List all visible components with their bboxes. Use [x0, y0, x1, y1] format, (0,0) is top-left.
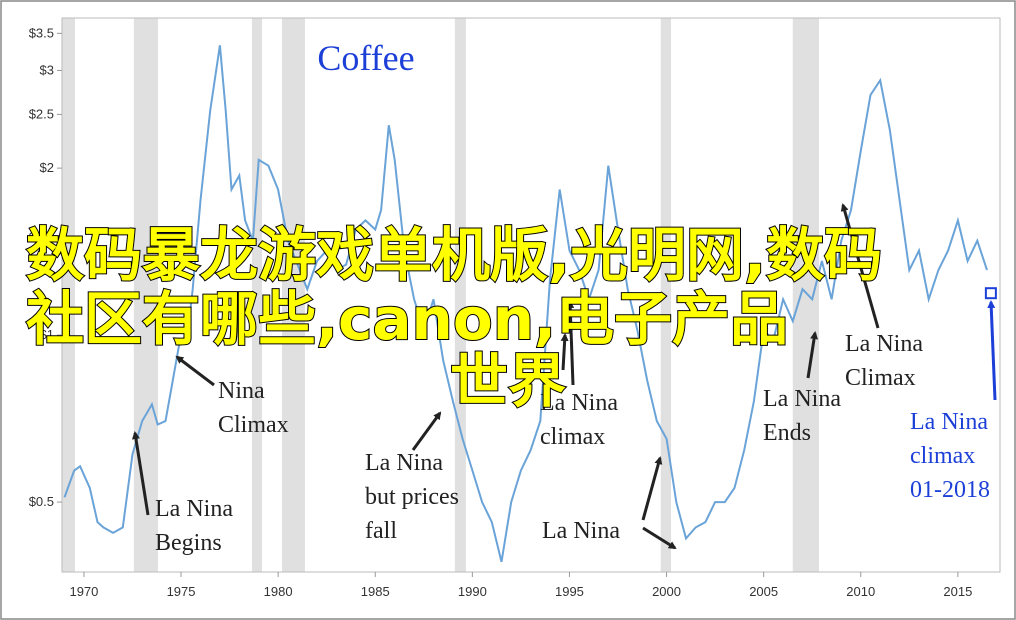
annotation-text: La Nina	[542, 518, 620, 544]
annotation-text: Climax	[845, 365, 916, 391]
chart-title: Coffee	[317, 38, 414, 78]
price-line	[63, 45, 988, 563]
x-tick-label: 1985	[361, 584, 390, 599]
shaded-band	[133, 18, 158, 572]
annotation-arrow	[175, 355, 215, 387]
x-tick-label: 1970	[69, 584, 98, 599]
annotation-text: La Nina	[365, 450, 443, 476]
overlay-text: 社区有哪些,canon,电子产品	[25, 285, 789, 353]
x-tick-label: 1980	[264, 584, 293, 599]
overlay-text: 数码暴龙游戏单机版,光明网,数码	[25, 221, 883, 289]
y-tick-label: $0.5	[29, 494, 54, 509]
x-tick-label: 2015	[943, 584, 972, 599]
shaded-band	[251, 18, 263, 572]
annotation-text: La Nina	[540, 390, 618, 416]
y-tick-label: $2	[40, 160, 54, 175]
annotation-text: La Nina	[155, 496, 233, 522]
latest-marker	[984, 287, 997, 300]
annotation-text: Nina	[218, 378, 265, 404]
overlay-text: 世界	[449, 347, 567, 415]
annotation-text: fall	[365, 518, 397, 544]
shaded-band	[282, 18, 305, 572]
annotation-arrow	[642, 526, 677, 550]
y-tick-label: $3.5	[29, 25, 54, 40]
annotation-text: Climax	[218, 412, 289, 438]
x-tick-label: 2000	[652, 584, 681, 599]
x-tick-label: 2005	[749, 584, 778, 599]
annotation-text: Begins	[155, 530, 222, 556]
annotation-text: 01-2018	[910, 477, 990, 503]
annotation-text: but prices	[365, 484, 459, 510]
annotation-text: climax	[540, 424, 605, 450]
shaded-band	[62, 18, 76, 572]
x-tick-label: 1975	[167, 584, 196, 599]
annotation-text: La Nina	[845, 331, 923, 357]
x-tick-label: 1990	[458, 584, 487, 599]
y-tick-label: $2.5	[29, 106, 54, 121]
annotation-arrow	[411, 411, 442, 451]
annotation-arrow	[641, 456, 663, 521]
y-tick-label: $1.5	[29, 229, 54, 244]
annotation-text: Ends	[763, 420, 811, 446]
shaded-band	[660, 18, 672, 572]
annotation-arrow	[987, 300, 997, 401]
annotation-arrow	[566, 300, 575, 386]
plot-area	[61, 17, 1001, 573]
x-tick-label: 1995	[555, 584, 584, 599]
annotation-arrow	[806, 331, 819, 379]
annotation-arrow	[560, 333, 569, 371]
annotation-text: La Nina	[763, 386, 841, 412]
y-tick-label: $1	[40, 327, 54, 342]
x-tick-label: 2010	[846, 584, 875, 599]
annotation-text: climax	[910, 443, 975, 469]
shaded-band	[454, 18, 466, 572]
annotation-arrow	[840, 203, 880, 329]
annotation-text: La Nina	[910, 409, 988, 435]
annotation-arrow	[131, 431, 150, 516]
y-tick-label: $3	[40, 62, 54, 77]
shaded-band	[792, 18, 820, 572]
